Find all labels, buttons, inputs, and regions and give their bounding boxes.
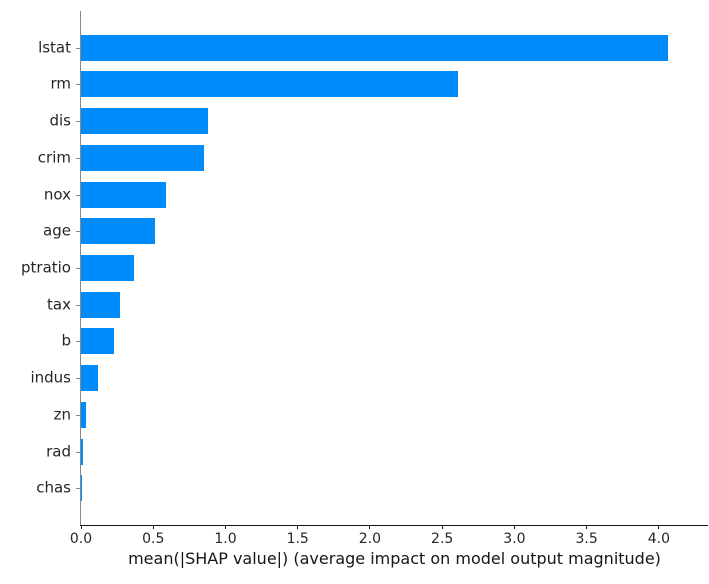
bar-row: nox xyxy=(44,176,708,213)
x-tick-label: 1.0 xyxy=(214,531,237,547)
y-tick-label: indus xyxy=(30,368,71,387)
shap-bar xyxy=(81,34,668,61)
y-tick-label: rm xyxy=(50,74,71,93)
y-tick-mark xyxy=(76,304,80,306)
y-tick-label: lstat xyxy=(38,38,71,57)
bar-row: rm xyxy=(50,66,708,103)
y-tick-mark xyxy=(76,414,80,416)
shap-bar xyxy=(81,254,135,281)
y-tick-label: nox xyxy=(43,185,71,204)
x-tick-mark xyxy=(369,525,371,529)
bar-row: dis xyxy=(49,103,708,140)
x-tick-mark xyxy=(513,525,515,529)
x-tick-label: 0.5 xyxy=(142,531,165,547)
shap-bar xyxy=(81,144,204,171)
bar-row: zn xyxy=(54,396,708,433)
x-tick-label: 2.0 xyxy=(358,531,382,547)
x-tick-mark xyxy=(80,525,82,529)
x-tick-mark xyxy=(441,525,443,529)
shap-bar xyxy=(81,438,84,465)
x-tick-label: 4.0 xyxy=(647,531,671,547)
y-tick-label: dis xyxy=(49,111,71,130)
x-tick-mark xyxy=(586,525,588,529)
bar-row: crim xyxy=(38,139,708,176)
bar-row: ptratio xyxy=(21,250,708,287)
y-tick-label: rad xyxy=(46,442,71,461)
y-tick-mark xyxy=(76,157,80,159)
y-tick-mark xyxy=(76,84,80,86)
shap-bar xyxy=(81,218,155,245)
bar-row: age xyxy=(43,213,708,250)
shap-bar xyxy=(81,365,99,392)
x-tick-label: 1.5 xyxy=(286,531,309,547)
y-tick-mark xyxy=(76,451,80,453)
y-tick-label: ptratio xyxy=(21,258,71,277)
y-tick-label: crim xyxy=(37,148,71,167)
y-tick-mark xyxy=(76,231,80,233)
shap-bar xyxy=(81,181,167,208)
x-tick-mark xyxy=(658,525,660,529)
y-tick-mark xyxy=(76,378,80,380)
x-tick-mark xyxy=(297,525,299,529)
shap-bar xyxy=(81,71,459,98)
shap-bar xyxy=(81,328,115,355)
y-tick-label: b xyxy=(61,331,71,350)
bar-row: rad xyxy=(46,433,708,470)
y-tick-label: chas xyxy=(36,478,71,497)
y-tick-mark xyxy=(76,267,80,269)
bar-row: b xyxy=(61,323,708,360)
x-tick-label: 2.5 xyxy=(431,531,454,547)
bar-row: tax xyxy=(47,286,708,323)
shap-bar xyxy=(81,401,87,428)
y-axis-spine xyxy=(80,11,81,526)
x-tick-mark xyxy=(152,525,154,529)
x-tick-label: 0.0 xyxy=(69,531,93,547)
y-tick-label: tax xyxy=(47,295,71,314)
bar-row: chas xyxy=(36,470,708,507)
bar-row: indus xyxy=(30,360,708,397)
shap-bar xyxy=(81,108,209,135)
x-axis-label: mean(|SHAP value|) (average impact on mo… xyxy=(128,549,661,568)
y-tick-mark xyxy=(76,121,80,123)
y-tick-mark xyxy=(76,488,80,490)
x-axis-spine xyxy=(80,525,708,526)
x-tick-mark xyxy=(224,525,226,529)
y-tick-label: age xyxy=(43,221,71,240)
y-tick-mark xyxy=(76,47,80,49)
x-tick-label: 3.5 xyxy=(575,531,598,547)
shap-bar xyxy=(81,475,82,502)
bar-row: lstat xyxy=(38,29,708,66)
plot-area: lstat rm dis crim nox age ptratio tax b … xyxy=(21,11,708,546)
shap-bar xyxy=(81,291,120,318)
y-tick-label: zn xyxy=(53,405,71,424)
y-tick-mark xyxy=(76,194,80,196)
x-tick-label: 3.0 xyxy=(503,531,526,547)
y-tick-mark xyxy=(76,341,80,343)
